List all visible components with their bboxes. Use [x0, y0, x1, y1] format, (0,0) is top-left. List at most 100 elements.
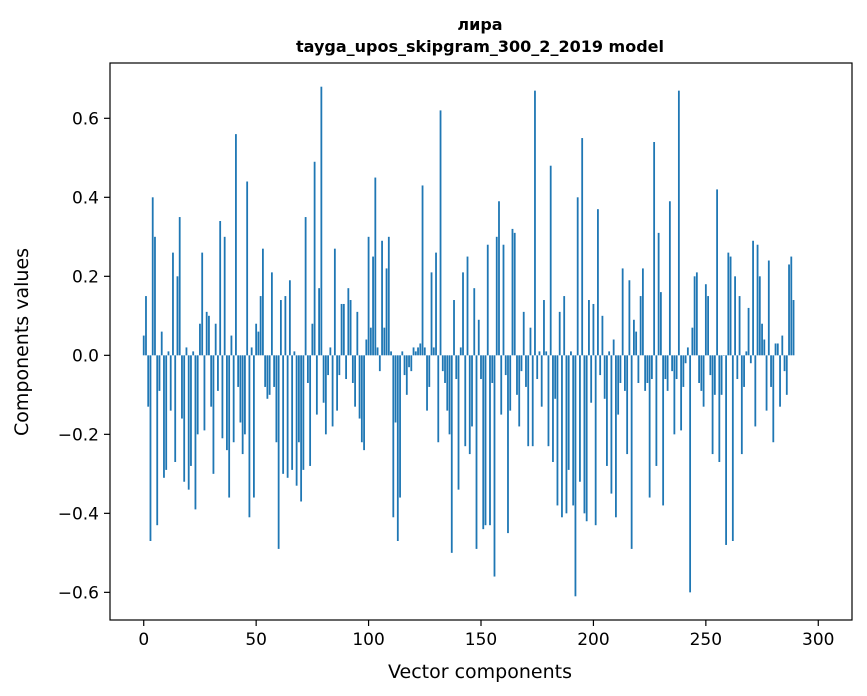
- bar-182: [552, 355, 554, 462]
- bar-11: [167, 351, 170, 356]
- bar-219: [635, 331, 638, 356]
- bar-167: [518, 355, 521, 427]
- bar-243: [689, 355, 692, 593]
- bar-212: [619, 355, 622, 383]
- bar-43: [239, 355, 242, 423]
- bar-5: [154, 236, 156, 356]
- bar-29: [208, 315, 210, 356]
- bar-77: [315, 355, 318, 415]
- bar-121: [414, 351, 417, 356]
- bar-193: [576, 197, 579, 356]
- bar-104: [376, 347, 379, 356]
- bar-166: [516, 355, 518, 395]
- bar-134: [444, 355, 446, 383]
- bar-137: [450, 355, 453, 553]
- bar-151: [482, 355, 485, 530]
- bar-102: [372, 256, 374, 356]
- bar-76: [313, 161, 316, 356]
- bar-1: [145, 296, 147, 356]
- bar-222: [641, 268, 644, 356]
- bar-238: [677, 90, 680, 356]
- bar-263: [734, 276, 736, 356]
- y-tick-label: −0.6: [58, 583, 99, 603]
- bar-198: [588, 300, 590, 356]
- bar-272: [754, 355, 757, 427]
- bar-274: [758, 276, 761, 356]
- bar-264: [736, 355, 739, 380]
- bar-48: [250, 347, 253, 356]
- bar-271: [752, 240, 754, 356]
- y-tick-label: 0.0: [72, 346, 99, 366]
- bar-201: [594, 355, 597, 526]
- x-tick-label: 250: [690, 630, 722, 650]
- bar-50: [255, 323, 258, 356]
- bar-185: [558, 311, 561, 356]
- bar-206: [606, 355, 608, 466]
- x-tick-label: 0: [138, 630, 149, 650]
- bar-136: [448, 355, 451, 435]
- bar-183: [554, 355, 557, 399]
- bar-41: [235, 134, 237, 356]
- bar-149: [477, 319, 480, 356]
- bar-215: [626, 355, 629, 455]
- bar-20: [187, 355, 190, 490]
- bar-250: [704, 284, 707, 356]
- bar-162: [507, 355, 509, 534]
- bar-90: [345, 355, 347, 380]
- bar-63: [284, 296, 287, 356]
- bar-75: [311, 323, 314, 356]
- bar-87: [338, 355, 341, 376]
- bar-174: [534, 90, 536, 356]
- bar-247: [698, 355, 700, 383]
- bar-284: [781, 335, 784, 356]
- bars-group: [142, 86, 795, 597]
- bar-84: [331, 355, 334, 427]
- y-tick-label: −0.4: [58, 504, 99, 524]
- bar-4: [151, 197, 154, 356]
- y-tick-label: 0.2: [72, 267, 99, 287]
- bar-260: [727, 252, 730, 356]
- bar-113: [396, 355, 399, 541]
- bar-270: [749, 355, 752, 364]
- bar-108: [385, 268, 388, 356]
- bar-116: [403, 355, 406, 376]
- bar-280: [772, 355, 775, 443]
- bar-155: [491, 355, 494, 383]
- bar-199: [590, 355, 593, 403]
- bar-34: [219, 221, 222, 356]
- bar-176: [538, 351, 541, 356]
- bar-99: [365, 339, 368, 356]
- bar-275: [761, 323, 763, 356]
- bar-35: [221, 355, 224, 439]
- bar-19: [185, 347, 188, 356]
- bar-66: [291, 355, 294, 470]
- bar-210: [615, 355, 617, 518]
- bar-283: [779, 355, 781, 407]
- bar-181: [549, 165, 552, 356]
- bar-278: [767, 260, 770, 356]
- bar-172: [529, 327, 532, 356]
- bar-138: [453, 300, 455, 356]
- bar-232: [664, 355, 667, 380]
- bar-235: [671, 355, 674, 372]
- bar-262: [731, 355, 734, 541]
- bar-230: [659, 292, 662, 356]
- bar-269: [747, 307, 750, 356]
- bar-245: [693, 276, 696, 356]
- bar-117: [405, 355, 408, 395]
- bar-188: [565, 355, 568, 514]
- bar-286: [785, 355, 788, 395]
- bar-46: [246, 181, 249, 356]
- bar-131: [437, 355, 440, 443]
- bar-211: [617, 355, 620, 415]
- bar-158: [498, 201, 500, 356]
- bar-129: [432, 347, 435, 356]
- y-axis-ticks: −0.6 −0.4 −0.2 0.0 0.2 0.4 0.6: [58, 109, 110, 603]
- bar-140: [457, 355, 460, 490]
- bar-288: [790, 256, 793, 356]
- bar-45: [244, 355, 246, 435]
- bar-91: [347, 288, 350, 356]
- bar-177: [540, 355, 543, 407]
- bar-28: [205, 311, 208, 356]
- bar-123: [419, 343, 422, 356]
